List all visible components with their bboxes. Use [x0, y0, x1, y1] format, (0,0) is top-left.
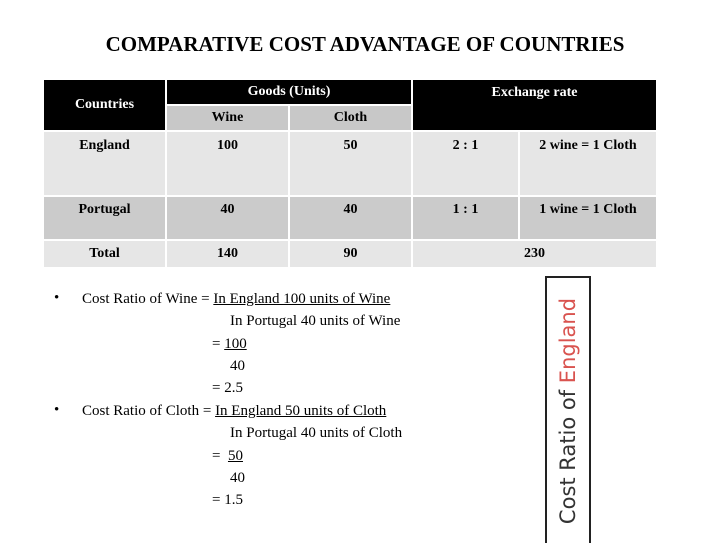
wine-ratio-line: Cost Ratio of Wine = In England 100 unit… [82, 291, 390, 308]
cloth-numerator-text: In England 50 units of Cloth [215, 403, 387, 419]
cloth-fraction: = 50 [212, 448, 243, 465]
page-title: COMPARATIVE COST ADVANTAGE OF COUNTRIES [105, 32, 625, 56]
cloth-numerator: 50 [227, 448, 243, 464]
header-goods: Goods (Units) [165, 78, 413, 106]
bullet: • [54, 402, 60, 418]
wine-denominator-text: In Portugal 40 units of Wine [230, 313, 401, 329]
header-exchange-rate: Exchange rate [411, 78, 658, 132]
cloth-ratio-line: Cost Ratio of Cloth = In England 50 unit… [82, 403, 386, 420]
cell-wine: 100 [165, 130, 290, 197]
total-row: Total 140 90 230 [42, 239, 658, 269]
cell-cloth: 50 [288, 130, 413, 197]
cloth-denominator-text: In Portugal 40 units of Cloth [230, 425, 403, 441]
cell-equivalence: 1 wine = 1 Cloth [518, 195, 658, 241]
equals: = [212, 336, 225, 352]
cell-cloth: 40 [288, 195, 413, 241]
wine-fraction: = 100 [212, 336, 247, 353]
cloth-denominator: 40 [230, 470, 245, 486]
label-part: Cost Ratio of [556, 382, 580, 524]
table-row: England 100 50 2 : 1 2 wine = 1 Cloth [42, 130, 658, 197]
cloth-ratio-label: Cost Ratio of Cloth = [82, 403, 216, 419]
table-row: Portugal 40 40 1 : 1 1 wine = 1 Cloth [42, 195, 658, 241]
cell-country: Portugal [42, 195, 167, 241]
header-countries: Countries [42, 78, 167, 132]
bullet: • [54, 290, 60, 306]
cell-wine: 40 [165, 195, 290, 241]
cell-ratio: 2 : 1 [411, 130, 520, 197]
label-england: England [556, 297, 580, 383]
cell-total-label: Total [42, 239, 167, 269]
header-wine: Wine [165, 104, 290, 132]
cell-total-cloth: 90 [288, 239, 413, 269]
cloth-result: = 1.5 [212, 492, 243, 508]
cell-total-wine: 140 [165, 239, 290, 269]
wine-numerator-text: In England 100 units of Wine [213, 291, 391, 307]
header-cloth: Cloth [288, 104, 413, 132]
comparative-cost-table: Countries Goods (Units) Exchange rate Wi… [42, 78, 658, 269]
vertical-label: Cost Ratio of England [556, 297, 580, 523]
wine-denominator: 40 [230, 358, 245, 374]
wine-ratio-label: Cost Ratio of Wine = [82, 291, 214, 307]
cell-total-exchange: 230 [411, 239, 658, 269]
cost-ratio-england-box: Cost Ratio of England [545, 276, 591, 543]
cell-country: England [42, 130, 167, 197]
wine-result: = 2.5 [212, 380, 243, 396]
equals: = [212, 448, 228, 464]
wine-numerator: 100 [224, 336, 247, 352]
cell-ratio: 1 : 1 [411, 195, 520, 241]
cell-equivalence: 2 wine = 1 Cloth [518, 130, 658, 197]
